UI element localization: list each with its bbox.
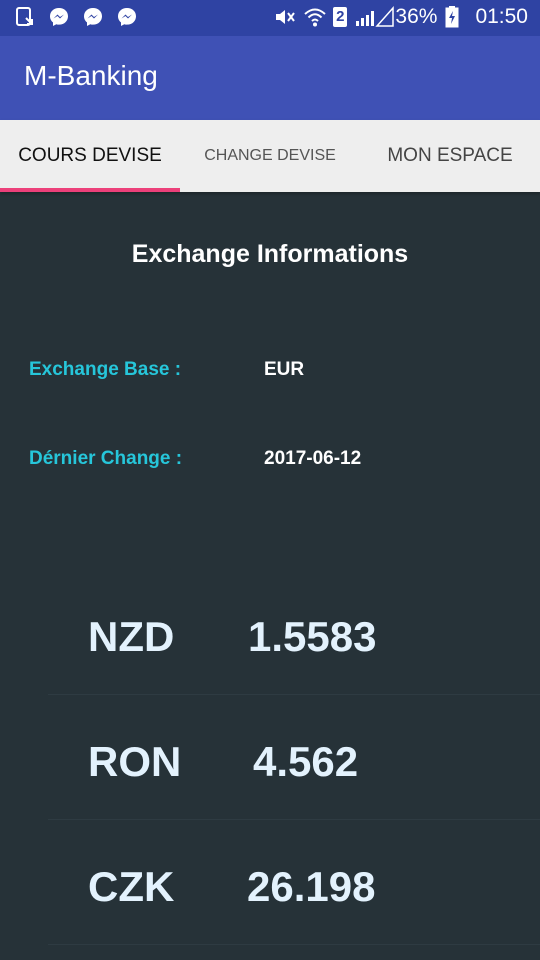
rate-row-czk: CZK 26.198 bbox=[48, 845, 540, 945]
app-title: M-Banking bbox=[24, 60, 158, 91]
mute-icon bbox=[273, 6, 295, 28]
exchange-rate: 4.562 bbox=[253, 738, 359, 785]
tab-indicator bbox=[0, 188, 180, 192]
tab-bar: COURS DEVISE CHANGE DEVISE MON ESPACE bbox=[0, 120, 540, 192]
messenger-icon bbox=[82, 6, 104, 28]
row-divider bbox=[48, 944, 540, 945]
rate-row-nzd: NZD 1.5583 bbox=[48, 595, 540, 695]
status-bar: 2 36% 01:50 bbox=[0, 0, 540, 36]
wifi-icon bbox=[303, 6, 326, 28]
app-bar: M-Banking bbox=[0, 36, 540, 120]
battery-percent: 36% bbox=[395, 5, 438, 28]
page-title: Exchange Informations bbox=[131, 240, 409, 268]
exchange-base-label: Exchange Base : bbox=[29, 359, 182, 380]
battery-icon bbox=[445, 6, 467, 28]
notification-icons bbox=[14, 6, 138, 28]
signal-icon bbox=[355, 6, 395, 28]
messenger-icon bbox=[48, 6, 70, 28]
exchange-base-value: EUR bbox=[264, 359, 305, 380]
last-change-label: Dérnier Change : bbox=[29, 448, 183, 469]
row-divider bbox=[48, 694, 540, 695]
sim-badge: 2 bbox=[333, 7, 348, 27]
exchange-rate: 1.5583 bbox=[248, 613, 377, 660]
download-icon bbox=[14, 6, 36, 28]
messenger-icon bbox=[116, 6, 138, 28]
row-divider bbox=[48, 819, 540, 820]
currency-code: NZD bbox=[88, 613, 175, 660]
rate-row-ron: RON 4.562 bbox=[48, 720, 540, 820]
system-icons: 2 36% 01:50 bbox=[273, 5, 528, 29]
tab-mon-espace[interactable]: MON ESPACE bbox=[387, 145, 513, 166]
currency-code: RON bbox=[88, 738, 182, 785]
exchange-rate: 26.198 bbox=[247, 863, 376, 910]
currency-code: CZK bbox=[88, 863, 175, 910]
last-change-value: 2017-06-12 bbox=[264, 448, 362, 469]
tab-cours-devise[interactable]: COURS DEVISE bbox=[18, 145, 162, 166]
clock: 01:50 bbox=[475, 5, 528, 28]
tab-change-devise[interactable]: CHANGE DEVISE bbox=[204, 147, 336, 164]
